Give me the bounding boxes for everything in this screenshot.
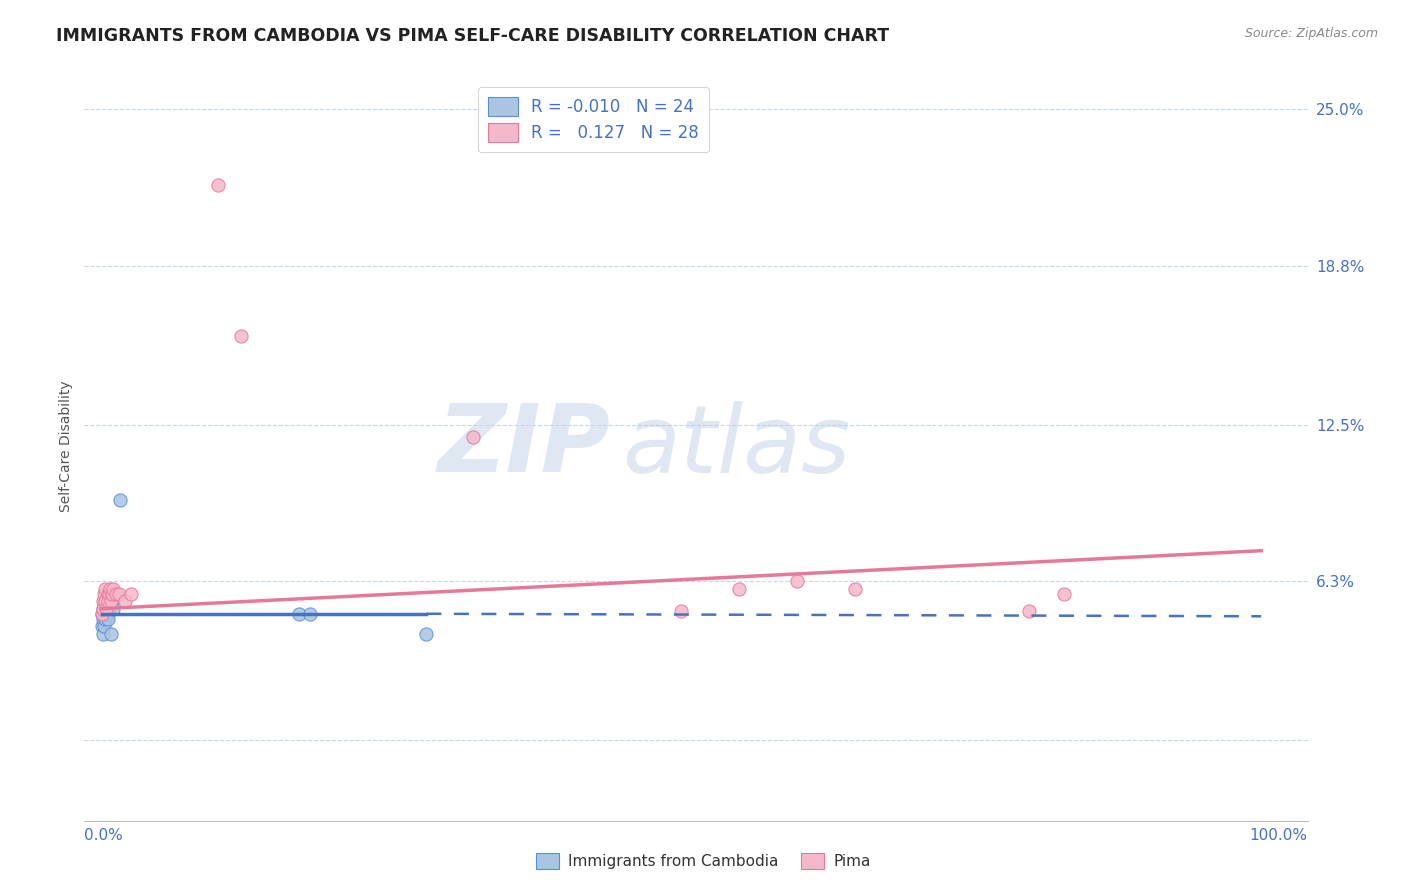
Point <box>114 594 136 608</box>
Point <box>264 13 287 28</box>
Point <box>101 586 124 600</box>
Text: 0.0%: 0.0% <box>84 828 124 843</box>
Point <box>299 607 322 621</box>
Point <box>104 586 127 600</box>
Point <box>90 619 112 633</box>
Point <box>728 582 751 596</box>
Point <box>96 594 118 608</box>
Point <box>91 627 114 641</box>
Text: atlas: atlas <box>623 401 851 491</box>
Point <box>91 601 114 615</box>
Point <box>94 582 117 596</box>
Point <box>671 604 693 618</box>
Legend: Immigrants from Cambodia, Pima: Immigrants from Cambodia, Pima <box>530 847 876 875</box>
Point <box>97 586 120 600</box>
Point <box>90 607 112 621</box>
Text: 100.0%: 100.0% <box>1250 828 1308 843</box>
Point <box>108 586 131 600</box>
Text: IMMIGRANTS FROM CAMBODIA VS PIMA SELF-CARE DISABILITY CORRELATION CHART: IMMIGRANTS FROM CAMBODIA VS PIMA SELF-CA… <box>56 27 890 45</box>
Text: Source: ZipAtlas.com: Source: ZipAtlas.com <box>1244 27 1378 40</box>
Point <box>103 582 125 596</box>
Point <box>844 582 866 596</box>
Point <box>96 586 118 600</box>
Point <box>93 607 115 621</box>
Point <box>120 586 142 600</box>
Point <box>288 607 311 621</box>
Point <box>93 599 115 614</box>
Legend: R = -0.010   N = 24, R =   0.127   N = 28: R = -0.010 N = 24, R = 0.127 N = 28 <box>478 87 709 153</box>
Point <box>229 329 252 343</box>
Point <box>94 594 117 608</box>
Point <box>97 594 120 608</box>
Point <box>96 612 118 626</box>
Point <box>110 493 132 508</box>
Text: ZIP: ZIP <box>437 400 610 492</box>
Point <box>98 582 121 596</box>
Point <box>91 612 114 626</box>
Point <box>91 594 114 608</box>
Point <box>98 586 121 600</box>
Point <box>100 627 122 641</box>
Point <box>93 586 115 600</box>
Point <box>90 607 112 621</box>
Point <box>207 178 229 192</box>
Point <box>91 601 114 615</box>
Point <box>96 594 118 608</box>
Point <box>94 594 117 608</box>
Point <box>96 601 118 615</box>
Point <box>96 607 118 621</box>
Point <box>100 594 122 608</box>
Point <box>1018 604 1040 618</box>
Point <box>101 594 124 608</box>
Point <box>93 619 115 633</box>
Point <box>94 601 117 615</box>
Point <box>786 574 808 588</box>
Point <box>94 612 117 626</box>
Point <box>1053 586 1076 600</box>
Point <box>96 607 118 621</box>
Y-axis label: Self-Care Disability: Self-Care Disability <box>59 380 73 512</box>
Point <box>461 430 484 444</box>
Point <box>104 586 127 600</box>
Point <box>415 627 437 641</box>
Point <box>103 601 125 615</box>
